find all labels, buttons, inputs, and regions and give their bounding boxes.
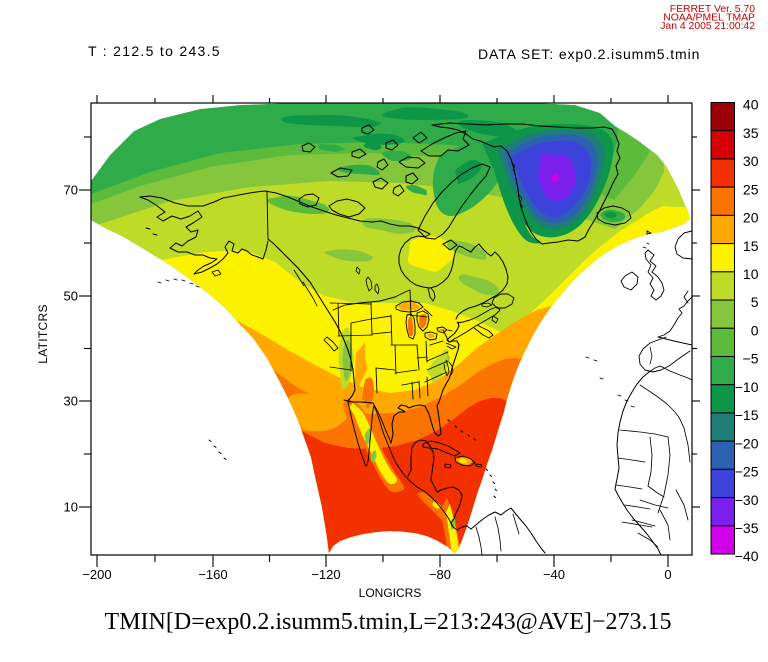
svg-text:30: 30 [64,394,78,409]
svg-text:−40: −40 [543,567,565,582]
svg-text:LATITCRS: LATITCRS [36,304,50,364]
svg-text:−160: −160 [198,567,227,582]
svg-text:5: 5 [751,294,759,310]
svg-text:NOAA/PMEL TMAP: NOAA/PMEL TMAP [663,13,755,24]
svg-text:−10: −10 [735,379,759,395]
svg-text:−200: −200 [82,567,111,582]
svg-text:50: 50 [64,289,78,304]
svg-text:35: 35 [743,125,759,141]
svg-text:−25: −25 [735,464,759,480]
svg-text:−30: −30 [735,492,759,508]
svg-text:10: 10 [64,500,78,515]
svg-text:20: 20 [743,210,759,226]
svg-text:70: 70 [64,183,78,198]
svg-text:10: 10 [743,266,759,282]
svg-text:LONGICRS: LONGICRS [359,586,422,600]
svg-text:−120: −120 [311,567,340,582]
svg-text:−80: −80 [429,567,451,582]
svg-text:DATA SET: exp0.2.isumm5.tmin: DATA SET: exp0.2.isumm5.tmin [478,46,700,62]
svg-text:15: 15 [743,238,759,254]
svg-text:0: 0 [664,567,671,582]
svg-text:−5: −5 [743,351,759,367]
svg-text:T : 212.5 to 243.5: T : 212.5 to 243.5 [88,43,221,59]
svg-text:TMIN[D=exp0.2.isumm5.tmin,L=21: TMIN[D=exp0.2.isumm5.tmin,L=213:243@AVE]… [105,609,672,635]
svg-text:FERRET Ver. 5.70: FERRET Ver. 5.70 [670,4,756,15]
svg-text:−20: −20 [735,435,759,451]
svg-text:40: 40 [743,97,759,113]
svg-text:Jan 4 2005 21:00:42: Jan 4 2005 21:00:42 [660,21,755,32]
svg-text:0: 0 [751,323,759,339]
svg-text:30: 30 [743,153,759,169]
svg-text:−40: −40 [735,548,759,564]
svg-text:−15: −15 [735,407,759,423]
svg-text:25: 25 [743,181,759,197]
svg-text:−35: −35 [735,520,759,536]
